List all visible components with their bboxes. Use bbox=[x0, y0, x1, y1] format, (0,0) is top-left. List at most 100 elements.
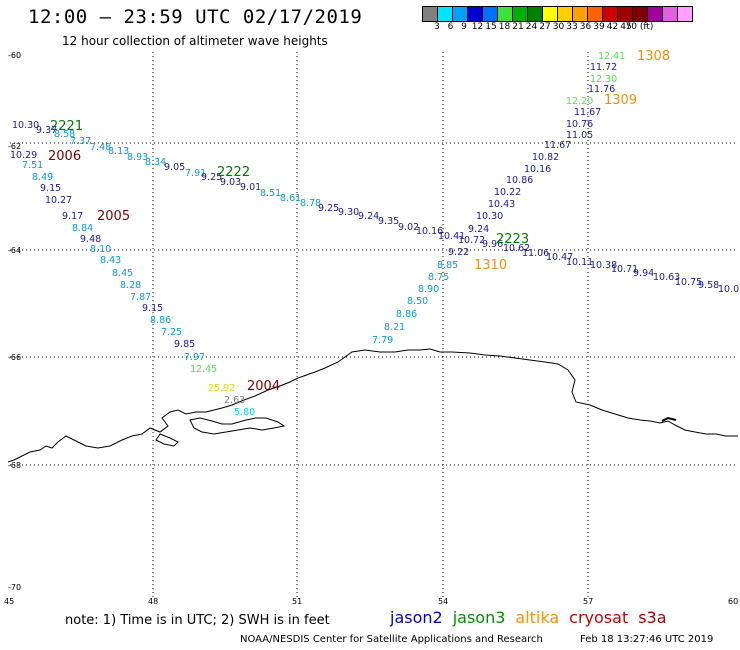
longitude-label: 48 bbox=[148, 597, 158, 606]
ice-shelf-east bbox=[661, 416, 677, 422]
wave-height-value: 9.24 bbox=[468, 224, 489, 235]
longitude-label: 51 bbox=[292, 597, 302, 606]
wave-height-value: 8.61 bbox=[280, 193, 301, 204]
wave-height-value: 9.94 bbox=[633, 268, 654, 279]
track-labels: 2221 2006 2005 2222 2223 1310 1309 1308 2004 bbox=[48, 49, 670, 394]
wave-height-value: 8.50 bbox=[407, 296, 428, 307]
wave-height-value: 7.79 bbox=[372, 335, 393, 346]
longitude-label: 54 bbox=[438, 597, 448, 606]
scale-label: 45 bbox=[620, 22, 632, 32]
wave-height-value: 10.38 bbox=[590, 260, 617, 271]
wave-height-value: 9.25 bbox=[201, 172, 222, 183]
scale-label: 33 bbox=[566, 22, 578, 32]
graticule bbox=[10, 52, 738, 600]
wave-height-value: 10.82 bbox=[532, 152, 559, 163]
wave-height-value: 8.13 bbox=[108, 146, 129, 157]
wave-height-value: 8.90 bbox=[418, 284, 439, 295]
wave-height-value: 7.87 bbox=[130, 292, 151, 303]
coastline-west bbox=[7, 377, 299, 463]
wave-height-value: 11.67 bbox=[574, 107, 601, 118]
wave-height-value: 7.25 bbox=[161, 327, 182, 338]
latitude-label: -62 bbox=[8, 142, 21, 151]
wave-height-value: 9.25 bbox=[318, 203, 339, 214]
scale-label: 9 bbox=[461, 22, 467, 32]
wave-height-value: 10.11 bbox=[566, 257, 593, 268]
latitude-label: -70 bbox=[8, 583, 21, 592]
scale-swatch bbox=[677, 6, 693, 22]
longitude-label: 60 bbox=[728, 597, 738, 606]
scale-label: 30 bbox=[552, 22, 565, 32]
coastline-inlet bbox=[189, 417, 286, 435]
wave-height-value: 9.22 bbox=[448, 247, 469, 258]
wave-height-value: 8.28 bbox=[120, 280, 141, 291]
latitude-label: -64 bbox=[8, 246, 21, 255]
wave-height-value: 12.20 bbox=[566, 96, 593, 107]
wave-height-value: 7.97 bbox=[184, 352, 205, 363]
wave-height-value: 7.37 bbox=[70, 136, 91, 147]
wave-height-value: 8.75 bbox=[428, 272, 449, 283]
wave-height-value: 8.78 bbox=[300, 198, 321, 209]
latitude-label: -68 bbox=[8, 461, 21, 470]
track-id-label: 2004 bbox=[247, 379, 280, 394]
wave-height-value: 9.24 bbox=[358, 211, 379, 222]
scale-label: 39 bbox=[593, 22, 605, 32]
wave-height-value: 11.76 bbox=[588, 84, 615, 95]
axis-labels: -60 -62 -64 -66 -68 -70 45 48 51 54 57 60 bbox=[4, 51, 738, 606]
scale-label: 42 bbox=[606, 22, 619, 32]
wave-height-value: 9.85 bbox=[174, 339, 195, 350]
wave-height-value: 9.35 bbox=[378, 216, 399, 227]
wave-height-value: 9.03 bbox=[220, 177, 241, 188]
wave-height-value: 10.76 bbox=[566, 119, 593, 130]
wave-height-value: 8.10 bbox=[90, 244, 111, 255]
satellite-name: altika bbox=[515, 608, 560, 627]
wave-height-value: 10.22 bbox=[494, 187, 521, 198]
satellite-legend: jason2 jason3 altika cryosat s3a bbox=[390, 608, 677, 627]
wave-height-value: 9.17 bbox=[62, 211, 83, 222]
wave-height-value: 12.45 bbox=[190, 364, 217, 375]
coastline-bay bbox=[155, 433, 179, 447]
wave-height-value: 10.27 bbox=[45, 195, 72, 206]
wave-height-value: 10.30 bbox=[12, 120, 39, 131]
track-id-label: 2006 bbox=[48, 149, 81, 164]
wave-height-value: 10.72 bbox=[458, 235, 485, 246]
wave-height-value: 10.86 bbox=[506, 175, 533, 186]
credit-line: NOAA/NESDIS Center for Satellite Applica… bbox=[240, 634, 543, 645]
longitude-label: 57 bbox=[583, 597, 593, 606]
wave-height-value: 8.84 bbox=[72, 223, 93, 234]
wave-height-value: 9.01 bbox=[240, 182, 261, 193]
latitude-label: -66 bbox=[8, 353, 21, 362]
scale-label: 3 bbox=[434, 22, 440, 32]
wave-height-value: 8.45 bbox=[112, 268, 133, 279]
wave-height-value: 8.85 bbox=[437, 260, 458, 271]
wave-height-value: 10.75 bbox=[675, 277, 702, 288]
wave-height-value: 10.71 bbox=[611, 264, 638, 275]
wave-height-value: 10.29 bbox=[10, 150, 37, 161]
wave-height-value: 9.15 bbox=[40, 183, 61, 194]
track-id-label: 2221 bbox=[50, 119, 83, 134]
scale-label: 6 bbox=[447, 22, 454, 32]
wave-height-value: 8.86 bbox=[396, 309, 417, 320]
wave-height-value: 9.37 bbox=[36, 125, 57, 136]
wave-height-value: 10.0 bbox=[718, 284, 739, 295]
wave-height-value: 8.51 bbox=[260, 188, 281, 199]
page-subtitle: 12 hour collection of altimeter wave hei… bbox=[62, 34, 328, 48]
longitude-label: 45 bbox=[4, 597, 14, 606]
wave-height-value: 9.15 bbox=[142, 303, 163, 314]
wave-height-value: 8.86 bbox=[150, 315, 171, 326]
wave-height-value: 8.21 bbox=[384, 322, 405, 333]
wave-height-value: 10.16 bbox=[416, 226, 443, 237]
wave-height-value: 11.06 bbox=[522, 248, 549, 259]
scale-label: 18 bbox=[498, 22, 511, 32]
wave-height-value: 5.80 bbox=[234, 407, 255, 418]
scale-label: 70 (ft) bbox=[625, 22, 654, 32]
generated-timestamp: Feb 18 13:27:46 UTC 2019 bbox=[580, 634, 714, 645]
wave-height-value: 9.30 bbox=[338, 207, 359, 218]
satellite-name: s3a bbox=[638, 608, 667, 627]
track-id-label: 1308 bbox=[637, 49, 670, 64]
wave-height-value: 7.51 bbox=[22, 160, 43, 171]
wave-height-value: 9.96 bbox=[482, 239, 503, 250]
wave-height-value: 8.49 bbox=[32, 172, 53, 183]
wave-height-value: 8.43 bbox=[100, 255, 121, 266]
footer-note: note: 1) Time is in UTC; 2) SWH is in fe… bbox=[65, 613, 330, 628]
